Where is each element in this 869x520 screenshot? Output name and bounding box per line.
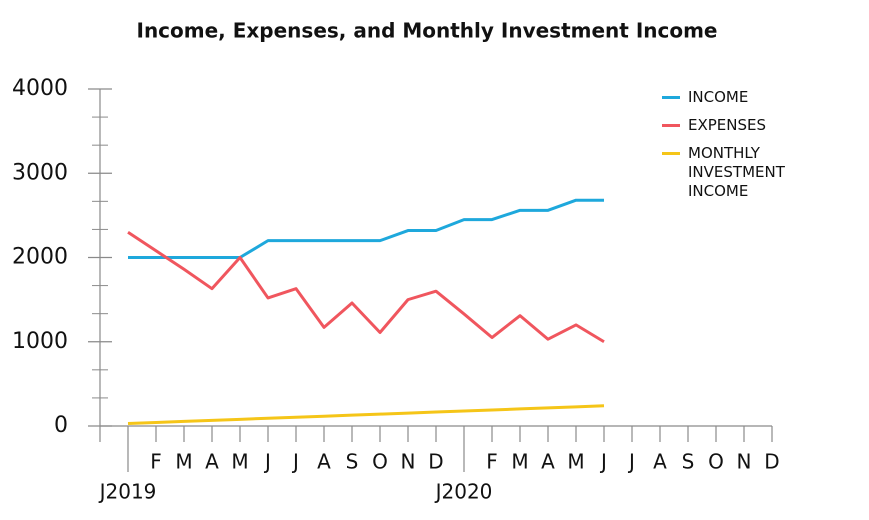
x-tick-label: O (708, 450, 724, 474)
legend-item: INCOME (662, 88, 812, 107)
series-line (127, 404, 605, 425)
x-tick-label: J2020 (434, 480, 493, 504)
x-tick-label: J (291, 450, 299, 474)
chart-title: Income, Expenses, and Monthly Investment… (137, 19, 718, 43)
x-tick-label: J (263, 450, 271, 474)
x-tick-label: J2019 (98, 480, 157, 504)
x-tick-label: D (428, 450, 443, 474)
x-tick-label: F (150, 450, 162, 474)
x-tick-label: J (627, 450, 635, 474)
series-line (128, 198, 604, 259)
legend-swatch (662, 96, 680, 99)
x-tick-label: S (682, 450, 695, 474)
legend-swatch (662, 124, 680, 127)
legend-label: EXPENSES (688, 116, 767, 134)
x-tick-label: S (346, 450, 359, 474)
x-tick-label: N (737, 450, 752, 474)
legend-label: MONTHLY INVESTMENT INCOME (688, 144, 785, 200)
legend-swatch (662, 152, 680, 155)
x-tick-label: M (231, 450, 248, 474)
x-tick-label: A (653, 450, 667, 474)
x-tick-label: D (764, 450, 779, 474)
x-tick-label: M (511, 450, 528, 474)
x-tick-label: F (486, 450, 498, 474)
x-tick-label: A (541, 450, 555, 474)
x-tick-label: A (317, 450, 331, 474)
y-tick-label: 2000 (12, 245, 68, 270)
y-tick-label: 4000 (12, 76, 68, 101)
x-tick-label: A (205, 450, 219, 474)
legend: INCOME EXPENSES MONTHLY INVESTMENT INCOME (662, 88, 812, 210)
y-tick-label: 1000 (12, 329, 68, 354)
x-tick-label: M (567, 450, 584, 474)
y-tick-label: 3000 (12, 160, 68, 185)
legend-item: MONTHLY INVESTMENT INCOME (662, 144, 812, 201)
x-tick-label: O (372, 450, 388, 474)
legend-item: EXPENSES (662, 116, 812, 135)
x-tick-label: M (175, 450, 192, 474)
y-tick-label: 0 (54, 413, 68, 438)
x-tick-label: N (401, 450, 416, 474)
series-line (127, 230, 605, 344)
legend-label: INCOME (688, 88, 749, 106)
x-tick-label: J (599, 450, 607, 474)
